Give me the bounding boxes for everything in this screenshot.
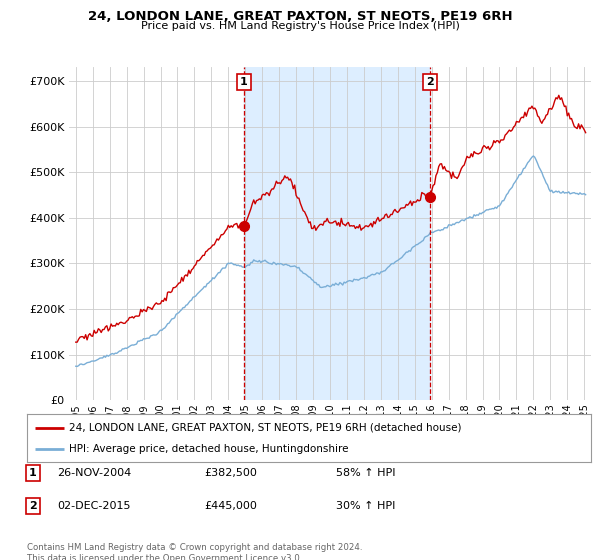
Text: £445,000: £445,000 — [204, 501, 257, 511]
Text: 26-NOV-2004: 26-NOV-2004 — [57, 468, 131, 478]
Text: 58% ↑ HPI: 58% ↑ HPI — [336, 468, 395, 478]
Text: HPI: Average price, detached house, Huntingdonshire: HPI: Average price, detached house, Hunt… — [70, 444, 349, 454]
Text: 2: 2 — [427, 77, 434, 87]
Text: £382,500: £382,500 — [204, 468, 257, 478]
Text: 1: 1 — [240, 77, 248, 87]
Text: Contains HM Land Registry data © Crown copyright and database right 2024.
This d: Contains HM Land Registry data © Crown c… — [27, 543, 362, 560]
Text: Price paid vs. HM Land Registry's House Price Index (HPI): Price paid vs. HM Land Registry's House … — [140, 21, 460, 31]
Bar — [244, 67, 430, 400]
Text: 2: 2 — [29, 501, 37, 511]
Text: 24, LONDON LANE, GREAT PAXTON, ST NEOTS, PE19 6RH: 24, LONDON LANE, GREAT PAXTON, ST NEOTS,… — [88, 10, 512, 23]
Text: 02-DEC-2015: 02-DEC-2015 — [57, 501, 131, 511]
Text: 1: 1 — [29, 468, 37, 478]
Text: 30% ↑ HPI: 30% ↑ HPI — [336, 501, 395, 511]
Text: 24, LONDON LANE, GREAT PAXTON, ST NEOTS, PE19 6RH (detached house): 24, LONDON LANE, GREAT PAXTON, ST NEOTS,… — [70, 423, 462, 433]
